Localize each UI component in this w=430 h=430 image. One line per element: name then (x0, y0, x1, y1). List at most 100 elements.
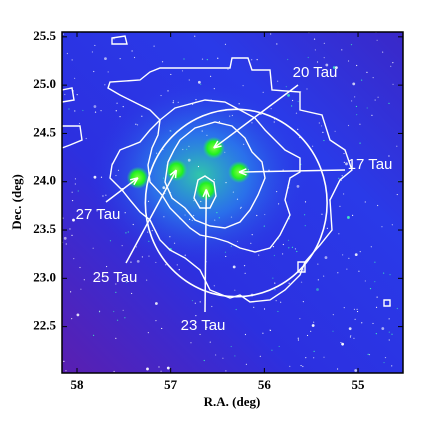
field-star (136, 259, 140, 263)
field-star (201, 130, 203, 132)
field-star (80, 288, 82, 290)
field-star (94, 44, 96, 47)
field-star (73, 258, 75, 260)
x-axis-label: R.A. (deg) (204, 394, 261, 409)
field-star (183, 58, 185, 60)
field-star (245, 363, 248, 365)
field-star (115, 291, 117, 293)
field-star (74, 77, 76, 79)
field-star (321, 213, 323, 215)
arrow-head (213, 140, 222, 149)
field-star (177, 101, 179, 103)
field-star (238, 103, 240, 105)
axes: 58 57 56 55 22.5 23.0 23.5 24.0 24.5 25.0 25.5 (33, 28, 403, 392)
field-star (141, 256, 143, 258)
field-star (391, 224, 393, 226)
field-star (353, 337, 355, 340)
field-star (337, 272, 339, 274)
field-star (199, 333, 201, 336)
field-star (294, 248, 297, 250)
field-star (195, 98, 197, 101)
field-star (155, 320, 157, 322)
field-star (346, 268, 348, 270)
field-star (100, 110, 102, 112)
field-star (71, 199, 74, 202)
field-star (230, 345, 232, 348)
field-star (225, 182, 227, 184)
field-star (122, 106, 124, 108)
field-star (136, 124, 139, 126)
field-star (209, 75, 212, 77)
field-star (354, 369, 358, 372)
field-star (260, 113, 262, 115)
field-star (141, 115, 143, 117)
field-star (285, 86, 287, 88)
field-star (190, 342, 192, 344)
field-star (68, 108, 70, 110)
field-star (153, 45, 155, 47)
field-star (323, 356, 325, 358)
field-star (270, 33, 272, 35)
y-tick-label: 25.0 (33, 76, 56, 91)
field-star (200, 200, 202, 203)
field-star (71, 318, 73, 320)
field-star (256, 214, 258, 217)
annotations: 20 Tau 17 Tau 27 Tau 25 Tau 23 Tau (76, 64, 393, 334)
field-star (235, 308, 237, 311)
field-star (311, 324, 315, 327)
y-tick-label: 25.5 (33, 28, 56, 43)
x-tick-label: 55 (352, 377, 366, 392)
field-star (93, 70, 95, 73)
field-star (390, 65, 392, 67)
field-star (332, 330, 334, 332)
field-star (347, 124, 350, 127)
field-star (147, 231, 149, 233)
field-star (354, 318, 356, 321)
field-star (289, 365, 291, 367)
field-star (316, 61, 319, 63)
field-star (282, 243, 284, 246)
field-star (391, 333, 393, 335)
field-star (288, 218, 291, 220)
field-star (199, 301, 201, 303)
field-star (272, 246, 275, 248)
field-star (282, 169, 284, 171)
field-star (224, 251, 227, 253)
field-star (155, 302, 158, 305)
field-star (259, 355, 261, 357)
field-star (79, 266, 81, 269)
field-star (372, 322, 374, 325)
field-star (351, 100, 353, 102)
field-star (224, 151, 226, 153)
x-tick-label: 58 (70, 377, 84, 392)
field-star (382, 272, 385, 274)
field-star (368, 354, 371, 356)
field-star (369, 287, 372, 290)
field-star (162, 177, 165, 179)
field-star (167, 90, 169, 92)
field-star (169, 236, 171, 238)
field-star (115, 337, 117, 339)
field-star (105, 265, 108, 268)
field-star (74, 178, 77, 180)
field-star (64, 93, 66, 96)
contour (111, 35, 128, 45)
plot-frame (61, 31, 404, 374)
field-star (147, 200, 150, 202)
nebula-glow (90, 80, 310, 270)
field-star (338, 233, 340, 235)
y-axis-label: Dec. (deg) (9, 174, 24, 230)
field-star (186, 148, 188, 150)
field-star (178, 269, 180, 271)
field-star (206, 59, 208, 61)
field-star (377, 204, 379, 207)
field-star (161, 327, 163, 330)
field-star (374, 99, 376, 101)
field-star (66, 52, 68, 55)
field-star (304, 225, 306, 227)
field-star (224, 43, 227, 45)
field-star (216, 212, 218, 214)
field-star (213, 285, 215, 287)
field-star (92, 247, 94, 249)
field-star (341, 175, 343, 177)
